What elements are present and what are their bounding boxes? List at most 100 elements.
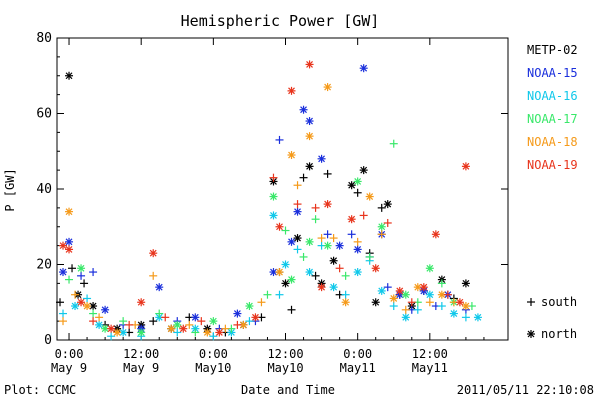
- south-data-point: [149, 271, 158, 280]
- north-data-point: [455, 298, 464, 307]
- south-data-point: [341, 271, 350, 280]
- legend-entry: NOAA-16: [527, 89, 578, 103]
- south-data-point: [68, 264, 77, 273]
- north-data-point: [377, 286, 386, 295]
- legend-entry: NOAA-15: [527, 66, 578, 80]
- south-data-point: [359, 211, 368, 220]
- north-data-point: [269, 192, 278, 201]
- south-data-point: [107, 332, 116, 341]
- x-tick-date-label: May 9: [123, 361, 159, 375]
- south-data-point: [59, 309, 68, 318]
- y-tick-label: 40: [36, 182, 52, 197]
- south-data-point: [377, 230, 386, 239]
- north-data-point: [239, 320, 248, 329]
- y-tick-label: 20: [36, 258, 52, 273]
- north-data-point: [347, 215, 356, 224]
- north-data-point: [287, 237, 296, 246]
- north-data-point: [329, 256, 338, 265]
- south-data-point: [65, 275, 74, 284]
- north-data-point: [317, 283, 326, 292]
- north-data-point: [137, 328, 146, 337]
- north-data-point: [113, 328, 122, 337]
- south-data-point: [149, 317, 158, 326]
- north-data-point: [101, 324, 110, 333]
- legend-entry: METP-02: [527, 43, 578, 57]
- north-data-point: [83, 302, 92, 311]
- south-data-point: [389, 302, 398, 311]
- south-data-point: [161, 313, 170, 322]
- north-data-point: [395, 286, 404, 295]
- north-data-point: [371, 264, 380, 273]
- north-data-point: [167, 324, 176, 333]
- south-data-point: [461, 313, 470, 322]
- north-data-point: [323, 83, 332, 92]
- south-data-point: [56, 298, 65, 307]
- south-data-point: [221, 324, 230, 333]
- north-data-point: [383, 200, 392, 209]
- north-data-point: [353, 177, 362, 186]
- south-data-point: [125, 320, 134, 329]
- north-data-point: [179, 324, 188, 333]
- north-data-point: [299, 105, 308, 114]
- x-tick-time-label: 0:00: [55, 347, 84, 361]
- data-points: [56, 60, 482, 341]
- y-tick-label: 0: [44, 333, 52, 348]
- south-data-point: [83, 294, 92, 303]
- north-data-point: [371, 298, 380, 307]
- x-tick-date-label: May 9: [51, 361, 87, 375]
- south-data-point: [245, 317, 254, 326]
- north-data-point: [149, 249, 158, 258]
- south-data-point: [323, 169, 332, 178]
- south-data-point: [389, 139, 398, 148]
- north-data-point: [137, 298, 146, 307]
- south-data-point: [341, 290, 350, 299]
- north-data-point: [323, 200, 332, 209]
- north-data-point: [203, 328, 212, 337]
- x-tick-time-label: 12:00: [123, 347, 159, 361]
- north-data-point: [233, 309, 242, 318]
- south-data-point: [317, 234, 326, 243]
- north-data-point: [287, 275, 296, 284]
- north-data-point: [65, 207, 74, 216]
- north-data-point: [173, 320, 182, 329]
- north-data-point: [89, 302, 98, 311]
- x-axis-label: Date and Time: [241, 383, 335, 397]
- south-data-point: [311, 271, 320, 280]
- y-axis-ticks: 0 20 40 60 80: [36, 31, 508, 348]
- south-data-point: [407, 298, 416, 307]
- south-data-point: [95, 313, 104, 322]
- south-data-point: [209, 332, 218, 341]
- north-data-point: [461, 279, 470, 288]
- south-data-point: [311, 215, 320, 224]
- south-data-point: [89, 317, 98, 326]
- south-data-point: [77, 271, 86, 280]
- south-data-point: [425, 298, 434, 307]
- north-data-point: [305, 117, 314, 126]
- north-data-point: [431, 230, 440, 239]
- legend-entry: NOAA-18: [527, 135, 578, 149]
- north-data-point: [65, 245, 74, 254]
- y-tick-label: 80: [36, 31, 52, 46]
- north-data-point: [281, 279, 290, 288]
- north-data-point: [215, 328, 224, 337]
- chart-title: Hemispheric Power [GW]: [181, 12, 380, 30]
- south-data-point: [347, 230, 356, 239]
- north-data-point: [341, 298, 350, 307]
- south-data-point: [323, 230, 332, 239]
- legend-entry: NOAA-17: [527, 112, 578, 126]
- south-data-point: [275, 135, 284, 144]
- north-data-point: [305, 162, 314, 171]
- north-data-point: [353, 268, 362, 277]
- y-tick-label: 60: [36, 107, 52, 122]
- x-tick-date-label: May10: [195, 361, 231, 375]
- series-legend: METP-02 NOAA-15 NOAA-16 NOAA-17 NOAA-18 NOAA-…: [527, 43, 578, 172]
- north-data-point: [365, 192, 374, 201]
- south-data-point: [257, 298, 266, 307]
- north-data-point: [245, 302, 254, 311]
- north-data-point: [287, 86, 296, 95]
- north-data-point: [461, 302, 470, 311]
- plot-timestamp: 2011/05/11 22:10:08: [457, 383, 594, 397]
- south-data-point: [233, 320, 242, 329]
